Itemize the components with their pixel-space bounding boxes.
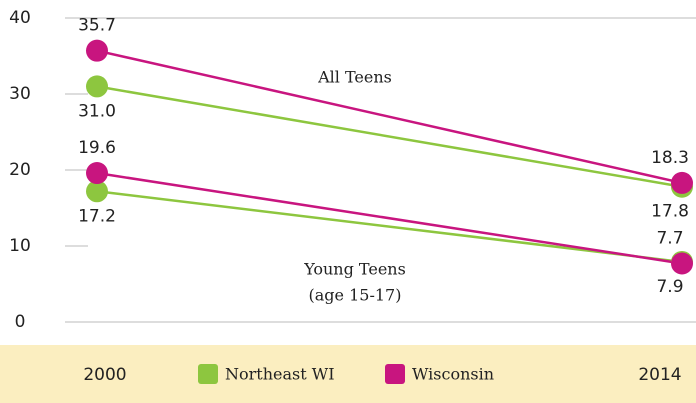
data-point — [86, 162, 108, 185]
y-tick-label: 20 — [9, 160, 31, 180]
y-tick-label: 10 — [9, 236, 31, 256]
legend-swatch — [385, 364, 405, 384]
data-label: 31.0 — [78, 101, 116, 121]
legend-swatch — [198, 364, 218, 384]
data-point — [86, 75, 108, 98]
annotation: Young Teens — [303, 260, 406, 279]
legend-band — [0, 345, 696, 403]
data-label: 7.9 — [656, 277, 683, 297]
series-line — [96, 171, 683, 265]
y-tick-label: 30 — [9, 84, 31, 104]
data-label: 17.8 — [651, 202, 689, 222]
legend-label: Wisconsin — [412, 365, 494, 384]
x-tick-label: 2014 — [638, 365, 681, 385]
legend-label: Northeast WI — [225, 365, 335, 384]
annotation: All Teens — [317, 68, 392, 87]
data-label: 35.7 — [78, 16, 116, 36]
x-tick-label: 2000 — [83, 365, 126, 385]
series-line — [96, 49, 683, 185]
data-label: 7.7 — [656, 228, 683, 248]
series-line — [96, 85, 683, 188]
data-point — [671, 252, 693, 275]
y-tick-label: 40 — [9, 8, 31, 28]
data-label: 17.2 — [78, 206, 116, 226]
y-tick-label: 0 — [15, 312, 26, 332]
data-point — [671, 171, 693, 194]
data-label: 19.6 — [78, 138, 116, 158]
annotation: (age 15-17) — [309, 286, 402, 305]
data-point — [86, 39, 108, 62]
data-label: 18.3 — [651, 148, 689, 168]
data-point — [86, 180, 108, 203]
series-line — [96, 190, 683, 264]
